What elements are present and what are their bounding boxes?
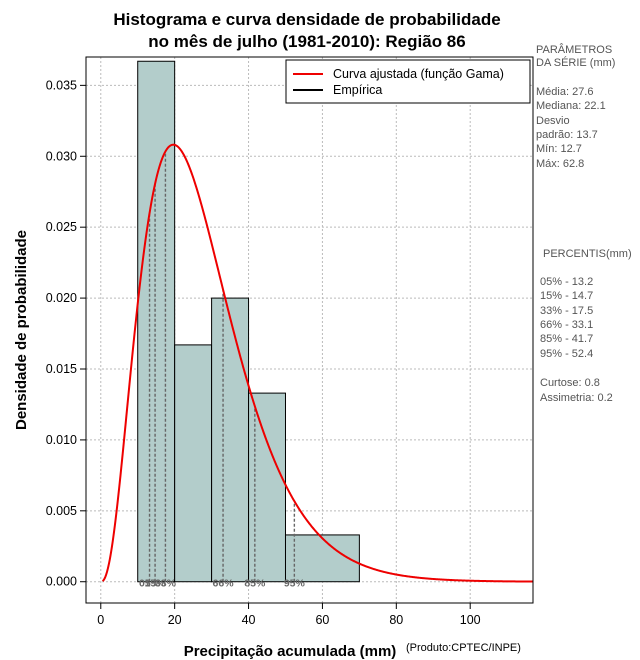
percentis-heading: PERCENTIS(mm) bbox=[543, 248, 632, 260]
x-tick-label: 20 bbox=[168, 613, 182, 627]
percentil-05: 05% - 13.2 bbox=[540, 276, 593, 288]
params-heading-2: DA SÉRIE (mm) bbox=[536, 56, 615, 69]
fitted-curve-group bbox=[101, 143, 533, 583]
y-tick-label: 0.015 bbox=[46, 362, 77, 376]
histogram-bar bbox=[211, 297, 250, 583]
x-tick-label: 0 bbox=[97, 613, 104, 627]
percentile-label: 95% bbox=[284, 578, 306, 590]
histogram-bar bbox=[174, 344, 213, 583]
percentile-label: 66% bbox=[213, 578, 235, 590]
param-std-value: padrão: 13.7 bbox=[536, 129, 598, 141]
percentil-15: 15% - 14.7 bbox=[540, 290, 593, 302]
legend-label-curve: Curva ajustada (função Gama) bbox=[333, 67, 504, 81]
percentile-labels: 05%15%33% 66% 85% 95% bbox=[139, 578, 305, 590]
percentile-label: 85% bbox=[244, 578, 266, 590]
product-credit: (Produto:CPTEC/INPE) bbox=[406, 642, 521, 654]
param-max: Máx: 62.8 bbox=[536, 158, 584, 170]
x-tick-label: 60 bbox=[315, 613, 329, 627]
param-median: Mediana: 22.1 bbox=[536, 100, 606, 112]
stat-skewness: Assimetria: 0.2 bbox=[540, 392, 613, 404]
series-parameters-panel: PARÂMETROS DA SÉRIE (mm) Média: 27.6 Med… bbox=[536, 43, 632, 404]
chart-title-line-2: no mês de julho (1981-2010): Região 86 bbox=[148, 32, 465, 51]
param-std-label: Desvio bbox=[536, 115, 570, 127]
percentil-95: 95% - 52.4 bbox=[540, 348, 593, 360]
percentile-markers bbox=[148, 151, 296, 582]
y-tick-label: 0.030 bbox=[46, 149, 77, 163]
histogram-bar bbox=[137, 60, 176, 583]
x-axis-ticks: 0 20 40 60 80 100 bbox=[97, 603, 481, 627]
y-tick-label: 0.020 bbox=[46, 291, 77, 305]
percentil-66: 66% - 33.1 bbox=[540, 319, 593, 331]
y-tick-label: 0.000 bbox=[46, 575, 77, 589]
percentile-label: 05% bbox=[139, 578, 161, 590]
param-mean: Média: 27.6 bbox=[536, 86, 593, 98]
y-axis-label: Densidade de probabilidade bbox=[13, 230, 30, 430]
y-tick-label: 0.005 bbox=[46, 504, 77, 518]
stat-kurtosis: Curtose: 0.8 bbox=[540, 377, 600, 389]
legend-box bbox=[285, 59, 531, 104]
params-heading-1: PARÂMETROS bbox=[536, 43, 612, 56]
x-tick-label: 100 bbox=[460, 613, 481, 627]
percentil-85: 85% - 41.7 bbox=[540, 333, 593, 345]
y-axis-ticks: 0.000 0.005 0.010 0.015 0.020 0.025 0.030 0.035 bbox=[46, 78, 86, 589]
histogram-bars bbox=[137, 60, 360, 583]
y-tick-label: 0.035 bbox=[46, 78, 77, 92]
legend: Curva ajustada (função Gama) Empírica bbox=[285, 59, 531, 104]
x-tick-label: 80 bbox=[389, 613, 403, 627]
x-axis-label: Precipitação acumulada (mm) bbox=[184, 643, 397, 660]
percentile-label: 33% bbox=[155, 578, 177, 590]
fitted-curve-line bbox=[101, 143, 533, 583]
percentile-label: 15% bbox=[145, 578, 167, 590]
y-tick-label: 0.025 bbox=[46, 220, 77, 234]
histogram-bar bbox=[248, 392, 286, 583]
percentil-33: 33% - 17.5 bbox=[540, 305, 593, 317]
x-tick-label: 40 bbox=[242, 613, 256, 627]
param-min: Mín: 12.7 bbox=[536, 143, 582, 155]
y-tick-label: 0.010 bbox=[46, 433, 77, 447]
legend-label-empirical: Empírica bbox=[333, 83, 382, 97]
chart-title-line-1: Histograma e curva densidade de probabil… bbox=[113, 10, 500, 29]
plot-frame bbox=[85, 56, 534, 604]
